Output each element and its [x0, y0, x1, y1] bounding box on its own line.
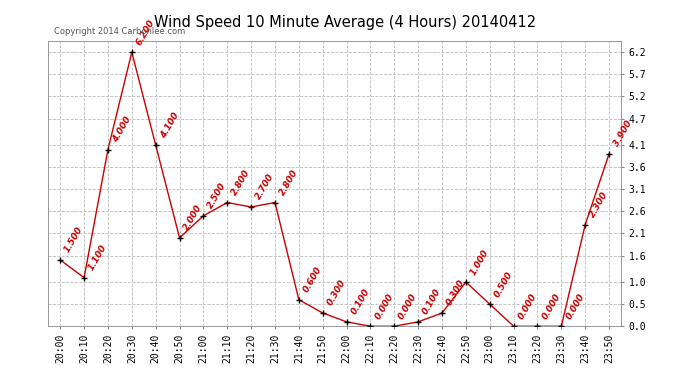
Text: 0.600: 0.600 [302, 265, 324, 294]
Text: 6.200: 6.200 [135, 18, 157, 47]
Text: 0.100: 0.100 [349, 287, 371, 316]
Text: Wind  (mph): Wind (mph) [601, 29, 669, 39]
Text: 2.000: 2.000 [182, 203, 204, 232]
Text: 0.000: 0.000 [373, 292, 395, 321]
Text: 4.000: 4.000 [110, 115, 132, 144]
Text: 3.900: 3.900 [612, 119, 634, 148]
Text: 2.800: 2.800 [230, 168, 252, 197]
Text: 2.700: 2.700 [254, 172, 276, 201]
Text: 2.500: 2.500 [206, 181, 228, 210]
Text: 1.000: 1.000 [469, 248, 491, 276]
Text: 4.100: 4.100 [159, 111, 181, 140]
Text: 0.000: 0.000 [540, 292, 562, 321]
Text: 0.100: 0.100 [421, 287, 443, 316]
Text: 0.000: 0.000 [516, 292, 538, 321]
Text: 2.800: 2.800 [278, 168, 299, 197]
Text: 1.500: 1.500 [63, 225, 85, 254]
Text: 1.100: 1.100 [87, 243, 109, 272]
Text: Wind Speed 10 Minute Average (4 Hours) 20140412: Wind Speed 10 Minute Average (4 Hours) 2… [154, 15, 536, 30]
Text: 0.300: 0.300 [326, 278, 348, 308]
Text: 2.300: 2.300 [588, 190, 610, 219]
Text: 0.300: 0.300 [445, 278, 467, 308]
Text: 0.500: 0.500 [493, 270, 515, 298]
Text: 0.000: 0.000 [397, 292, 419, 321]
Text: 0.000: 0.000 [564, 292, 586, 321]
Text: Copyright 2014 Carbonlee.com: Copyright 2014 Carbonlee.com [54, 27, 186, 36]
